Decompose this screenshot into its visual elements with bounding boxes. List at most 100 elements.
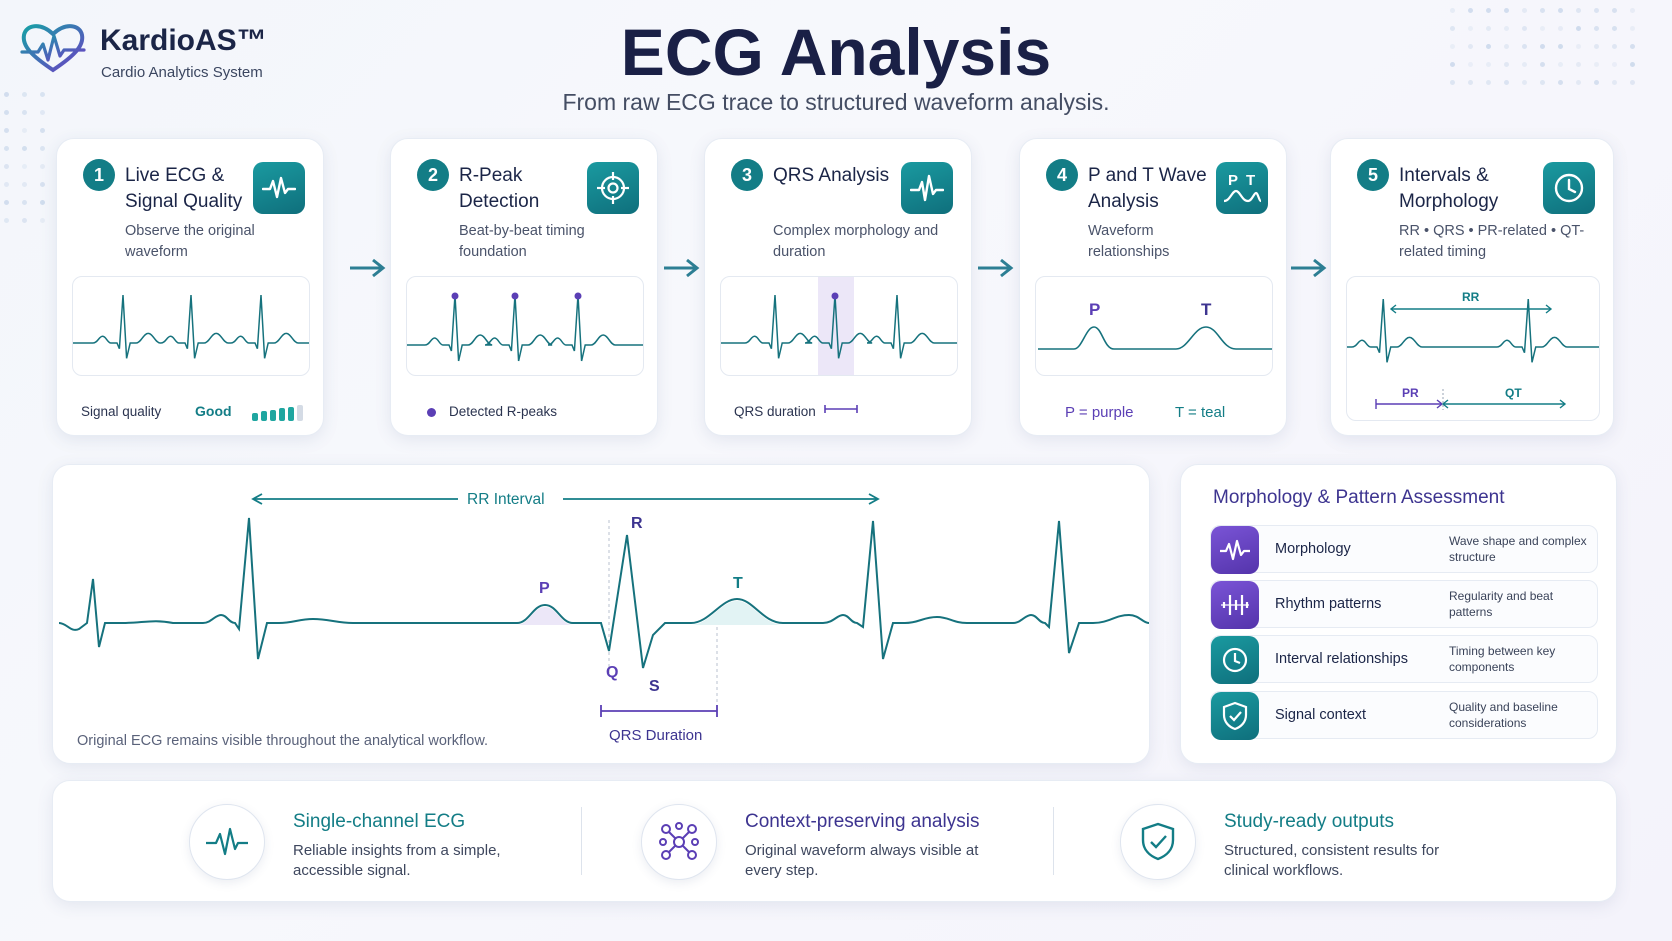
decorative-dot <box>4 182 9 187</box>
qrs-legend-label: QRS duration <box>734 404 816 419</box>
p-t-wave-thumbnail: P T <box>1035 276 1273 376</box>
step-card-intervals: 5 Intervals & Morphology RR • QRS • PR-r… <box>1330 138 1614 436</box>
morphology-row-morphology: Morphology Wave shape and complex struct… <box>1210 525 1598 573</box>
p-wave-label: P <box>1089 300 1100 319</box>
step-title: Intervals & Morphology <box>1399 163 1539 215</box>
decorative-dot <box>40 182 45 187</box>
pt-wave-icon: P T <box>1216 162 1268 214</box>
morphology-row-interval: Interval relationships Timing between ke… <box>1210 635 1598 683</box>
ecg-thumbnail <box>72 276 310 376</box>
decorative-dot <box>1504 8 1509 13</box>
step-title: Live ECG & Signal Quality <box>125 163 255 215</box>
signal-quality-value: Good <box>195 403 232 419</box>
waveform-icon <box>1211 526 1259 574</box>
feature-title: Study-ready outputs <box>1224 811 1394 833</box>
morphology-label: Interval relationships <box>1275 651 1408 667</box>
r-label: R <box>631 515 643 532</box>
step-description: Beat-by-beat timing foundation <box>459 221 629 263</box>
step-description: Waveform relationships <box>1088 221 1208 263</box>
ecg-trace <box>73 277 310 376</box>
quality-bar <box>297 405 303 421</box>
pt-icon-t-letter: T <box>1246 172 1255 189</box>
decorative-dot <box>40 218 45 223</box>
decorative-dot <box>4 218 9 223</box>
feature-title: Single-channel ECG <box>293 811 465 833</box>
t-legend: T = teal <box>1175 404 1225 421</box>
morphology-row-rhythm: Rhythm patterns Regularity and beat patt… <box>1210 580 1598 628</box>
ecg-annotated-panel: RR Interval R P T Q S QRS Duration Origi… <box>52 464 1150 764</box>
ecg-trace <box>721 277 958 376</box>
qrs-duration-bracket-icon <box>823 403 859 415</box>
p-label: P <box>539 580 550 597</box>
intervals-thumbnail: RR PR QT <box>1346 276 1600 421</box>
morphology-row-signal-context: Signal context Quality and baseline cons… <box>1210 691 1598 739</box>
decorative-dot <box>4 164 9 169</box>
decorative-dot <box>1630 8 1635 13</box>
feature-study-ready: Study-ready outputs Structured, consiste… <box>1120 781 1600 903</box>
page-subtitle: From raw ECG trace to structured wavefor… <box>0 89 1672 116</box>
intervals-chart: RR PR QT <box>1347 277 1600 421</box>
morphology-description: Wave shape and complex structure <box>1449 533 1589 565</box>
feature-single-channel: Single-channel ECG Reliable insights fro… <box>189 781 669 903</box>
step-card-live-ecg: 1 Live ECG & Signal Quality Observe the … <box>56 138 324 436</box>
arrow-right-icon <box>976 256 1016 280</box>
decorative-dot <box>40 164 45 169</box>
t-label: T <box>733 575 743 592</box>
waveform-icon <box>253 162 305 214</box>
arrow-right-icon <box>1289 256 1329 280</box>
feature-description: Original waveform always visible at ever… <box>745 841 995 881</box>
decorative-dot <box>40 200 45 205</box>
decorative-dot <box>4 146 9 151</box>
feature-description: Structured, consistent results for clini… <box>1224 841 1474 881</box>
arrow-right-icon <box>662 256 702 280</box>
ecg-footnote: Original ECG remains visible throughout … <box>77 733 488 749</box>
step-title: QRS Analysis <box>773 163 903 189</box>
morphology-label: Rhythm patterns <box>1275 596 1381 612</box>
feature-title: Context-preserving analysis <box>745 811 979 833</box>
step-card-p-t-wave: 4 P and T Wave Analysis P T Waveform rel… <box>1019 138 1287 436</box>
features-bar: Single-channel ECG Reliable insights fro… <box>52 780 1617 902</box>
feature-description: Reliable insights from a simple, accessi… <box>293 841 543 881</box>
signal-quality-row: Signal quality Good <box>79 397 305 427</box>
decorative-dot <box>40 146 45 151</box>
quality-bar <box>288 407 294 421</box>
step-description: Observe the original waveform <box>125 221 295 263</box>
morphology-description: Timing between key components <box>1449 643 1589 675</box>
decorative-dot <box>22 200 27 205</box>
step-number: 2 <box>417 159 449 191</box>
decorative-dot <box>1612 8 1617 13</box>
p-t-legend: P = purple T = teal <box>1042 397 1268 427</box>
r-peak-marker <box>512 293 519 300</box>
feature-context-preserving: Context-preserving analysis Original wav… <box>641 781 1121 903</box>
r-peak-dot-icon <box>427 408 436 417</box>
quality-bar <box>270 410 276 421</box>
decorative-dot <box>4 128 9 133</box>
quality-bar <box>261 411 267 421</box>
decorative-dot <box>22 164 27 169</box>
network-nodes-icon <box>641 804 717 880</box>
morphology-title: Morphology & Pattern Assessment <box>1213 487 1504 509</box>
s-label: S <box>649 678 660 695</box>
decorative-dot <box>22 128 27 133</box>
quality-bar <box>279 408 285 421</box>
r-peak-legend: Detected R-peaks <box>413 397 639 427</box>
morphology-description: Quality and baseline considerations <box>1449 699 1589 731</box>
decorative-dot <box>22 182 27 187</box>
decorative-dot <box>4 200 9 205</box>
decorative-dot <box>1594 8 1599 13</box>
decorative-dot <box>1468 8 1473 13</box>
decorative-dots-left <box>4 92 64 252</box>
step-number: 3 <box>731 159 763 191</box>
signal-quality-label: Signal quality <box>81 404 161 419</box>
pr-label: PR <box>1402 386 1419 400</box>
decorative-dot <box>1558 8 1563 13</box>
shield-check-icon <box>1211 692 1259 740</box>
annotated-ecg-trace: RR Interval R P T Q S QRS Duration <box>53 465 1151 765</box>
qt-label: QT <box>1505 386 1522 400</box>
feature-divider <box>1053 807 1054 875</box>
feature-divider <box>581 807 582 875</box>
p-legend: P = purple <box>1065 404 1134 421</box>
arrow-right-icon <box>348 256 388 280</box>
quality-bar <box>252 413 258 421</box>
morphology-label: Morphology <box>1275 541 1351 557</box>
